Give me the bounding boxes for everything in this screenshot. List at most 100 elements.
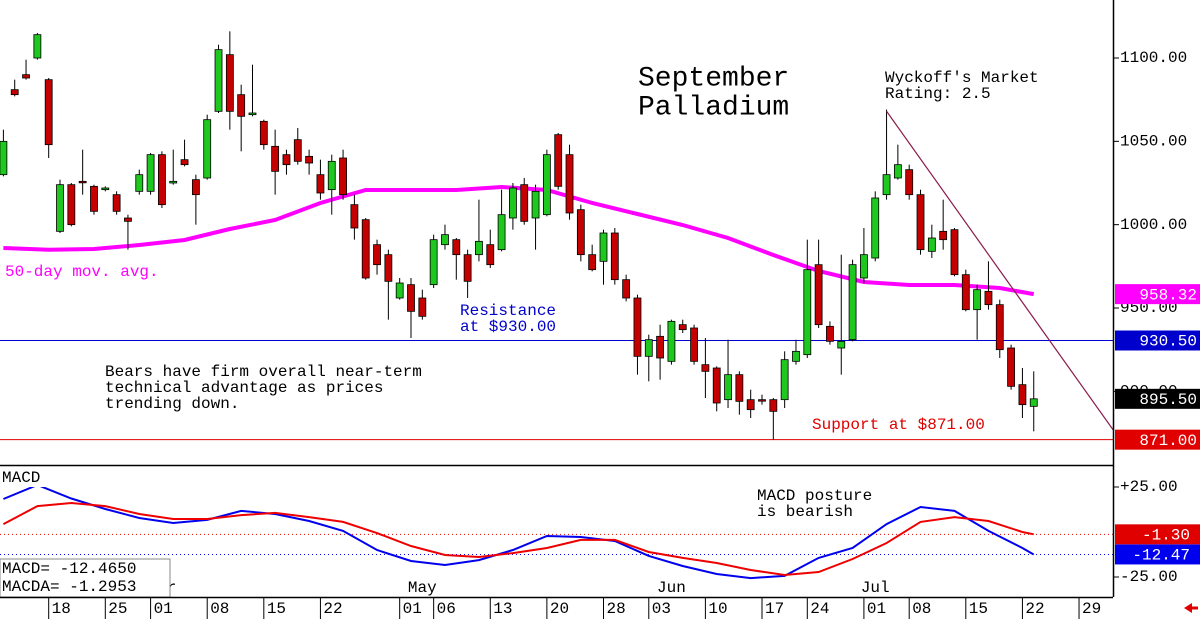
candle-body: [452, 239, 461, 256]
candle-body: [792, 350, 800, 362]
candle-body: [441, 234, 449, 246]
candle-body: [339, 157, 347, 196]
x-tick-label: 06: [437, 600, 456, 618]
candle-body: [882, 174, 891, 196]
candle-body: [531, 190, 540, 219]
candle-body: [350, 204, 359, 229]
macd-y-tick-label: -25.00: [1120, 568, 1178, 586]
macd-y-tick-label: +25.00: [1120, 478, 1178, 496]
macd-line: [2, 501, 1034, 577]
candle-body: [837, 340, 846, 349]
candle-body: [259, 120, 268, 146]
candle-body: [848, 264, 857, 341]
annotation: trending down.: [105, 395, 239, 413]
candle-body: [78, 180, 87, 184]
candle-body: [101, 187, 110, 191]
candle-body: [248, 112, 257, 116]
scroll-arrow[interactable]: [1184, 603, 1192, 613]
candle-body: [588, 254, 597, 271]
macd-annotation: is bearish: [757, 503, 853, 521]
candle-body: [214, 49, 223, 112]
candle-body: [576, 209, 585, 256]
macd-readout-box: [0, 558, 171, 598]
candle-body: [610, 232, 619, 281]
candle-body: [916, 194, 925, 251]
candle-body: [735, 374, 744, 402]
annotation: Bears have firm overall near-term: [105, 363, 422, 381]
candle-body: [712, 367, 721, 404]
candle-body: [429, 239, 438, 286]
candle-body: [395, 282, 404, 299]
x-tick-label: 29: [1082, 600, 1101, 618]
candle-body: [950, 229, 959, 276]
candle-body: [542, 154, 551, 216]
price-marker-box: [1115, 429, 1200, 450]
candle-body: [893, 164, 902, 179]
x-tick-label: 08: [912, 600, 931, 618]
candle-body: [475, 240, 483, 256]
candle-body: [135, 174, 144, 192]
macd-readout: MACDA= -1.2953: [2, 578, 136, 596]
price-marker-box: [1115, 388, 1200, 409]
x-tick-label: 10: [708, 600, 727, 618]
macd-marker-label: -1.30: [1142, 527, 1190, 545]
x-tick-label: 20: [550, 600, 569, 618]
y-tick-label: 1050.00: [1120, 133, 1187, 151]
annotation: at $930.00: [460, 318, 556, 336]
candle-body: [56, 184, 64, 232]
x-tick-label: 08: [210, 600, 229, 618]
annotation: Wyckoff's Market: [885, 69, 1039, 87]
y-tick-label: 1000.00: [1120, 216, 1187, 234]
candle-body: [814, 264, 823, 326]
candle-body: [158, 154, 166, 206]
candle-body: [180, 159, 189, 166]
candle-body: [803, 269, 812, 356]
macd-marker-box: [1115, 544, 1200, 565]
x-tick-label: 01: [403, 600, 422, 618]
price-marker-box: [1115, 330, 1200, 351]
macd-panel: [0, 483, 1113, 580]
candle-body: [225, 54, 234, 112]
candle-body: [871, 197, 880, 259]
x-tick-label: 24: [810, 600, 829, 618]
candle-body: [237, 94, 246, 117]
x-tick-label: 01: [867, 600, 886, 618]
candle-body: [33, 34, 42, 59]
candle-body: [905, 169, 914, 196]
candle-body: [361, 219, 370, 279]
candle-body: [724, 374, 732, 401]
macd-line: [3, 483, 1035, 580]
candle-body: [463, 254, 472, 282]
candle-body: [927, 237, 936, 252]
candle-body: [622, 279, 631, 299]
candle-body: [282, 154, 291, 166]
moving-average-label: 50-day mov. avg.: [5, 263, 159, 281]
x-tick-label: 22: [323, 600, 342, 618]
candle-body: [373, 244, 381, 266]
candle-body: [509, 187, 517, 219]
candle-body: [780, 359, 789, 401]
candle-body: [746, 399, 755, 411]
price-panel: [0, 31, 1113, 441]
annotation: Rating: 2.5: [885, 85, 991, 103]
candle-body: [191, 179, 200, 196]
x-tick-label: 18: [52, 600, 71, 618]
candle-body: [112, 194, 121, 212]
month-label: May: [408, 579, 437, 597]
macd-title-box: [0, 469, 46, 487]
candle-body: [44, 79, 53, 146]
price-marker-label: 930.50: [1139, 333, 1197, 351]
x-tick-label: 15: [267, 600, 286, 618]
candle-body: [497, 214, 506, 251]
price-marker-label: 895.50: [1139, 391, 1197, 409]
candle-body: [633, 297, 642, 357]
macd-readout: MACD= -12.4650: [2, 560, 136, 578]
candle-body: [316, 174, 325, 194]
x-tick-label: 22: [1025, 600, 1044, 618]
macd-marker-box: [1115, 524, 1200, 545]
x-tick-label: 25: [108, 600, 127, 618]
candle-body: [10, 89, 19, 96]
candle-body: [22, 74, 30, 79]
